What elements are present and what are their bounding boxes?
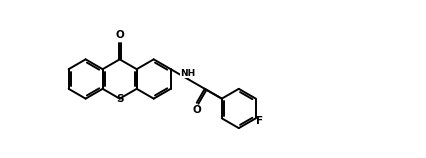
Text: O: O	[192, 105, 201, 115]
Text: S: S	[115, 94, 123, 104]
Text: O: O	[115, 30, 124, 40]
Text: NH: NH	[180, 69, 195, 78]
Text: F: F	[256, 116, 263, 126]
